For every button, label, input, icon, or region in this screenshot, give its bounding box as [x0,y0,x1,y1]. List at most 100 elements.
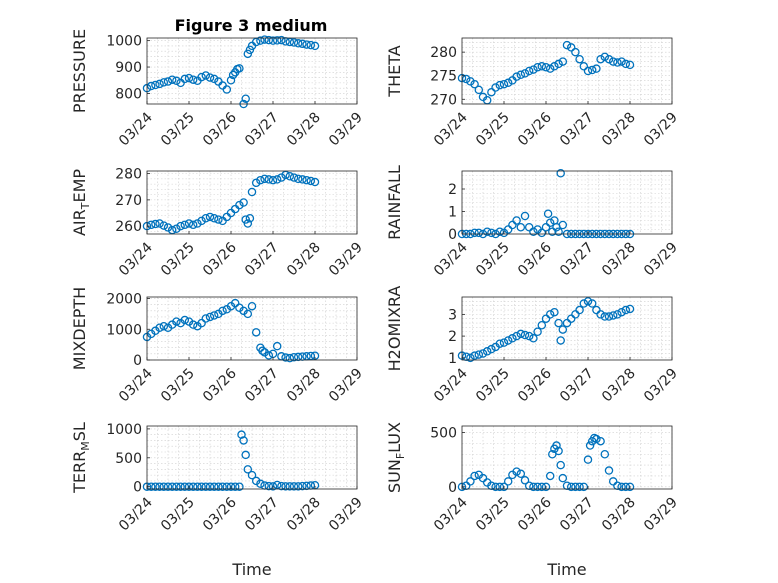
x-tick-label: 03/26 [515,239,555,279]
data-point [214,482,223,491]
x-tick-label: 03/28 [599,495,639,535]
data-point [474,350,484,359]
data-point [466,477,475,486]
data-point [172,317,181,326]
data-point [548,227,557,236]
subplot-5: 0 1000 2000 03/24 03/25 03/26 03/27 03/28 03/29 M… [70,287,366,406]
x-tick-label: 03/29 [326,495,366,535]
data-point [474,85,484,95]
x-tick-label: 03/28 [284,495,324,535]
data-point [604,312,614,321]
data-point [272,341,282,351]
data-point [167,75,177,84]
data-point [520,211,530,221]
data-point [268,175,278,185]
data-point [545,310,555,319]
data-point [550,307,559,317]
subplot-8: 0 500 03/24 03/25 03/26 03/27 03/28 03/29 SUNFLU… [385,422,681,579]
y-tick-label: 275 [430,69,457,85]
data-point [289,38,299,47]
y-axis-label: MIXDEPTH [70,287,89,370]
data-point [512,331,521,341]
data-point [592,64,601,73]
y-tick-label: 270 [115,193,142,209]
data-point [184,219,194,228]
data-point [172,482,181,491]
data-point [268,482,278,491]
data-point [556,336,565,345]
x-tick-label: 03/26 [200,494,240,534]
data-point [604,54,614,64]
data-point [285,482,295,491]
data-point [524,222,534,232]
axes-frame [146,37,358,105]
x-tick-label: 03/26 [200,239,240,279]
y-axis-label: AIRTEMP [70,169,92,236]
data-point [537,482,547,492]
data-point [503,225,513,234]
x-tick-label: 03/28 [599,240,639,280]
x-tick-label: 03/24 [431,109,471,149]
data-point [556,460,565,470]
data-point [251,178,261,188]
data-point [571,482,580,492]
x-tick-label: 03/27 [242,495,282,535]
data-point [520,330,530,340]
data-point [625,60,635,70]
x-tick-label: 03/24 [116,239,156,279]
figure-title: Figure 3 medium [175,16,328,35]
data-point [293,174,303,184]
data-point [491,482,500,492]
data-point [226,75,236,85]
data-point [256,479,265,489]
data-point [466,353,475,363]
data-point [503,477,513,486]
data-point [541,62,551,72]
data-point [205,482,215,491]
data-point [298,175,307,184]
y-tick-label: 0 [133,353,142,369]
data-point [310,177,320,187]
data-point [272,36,282,45]
data-point [558,473,568,483]
data-point [193,219,202,228]
data-point [146,81,156,91]
x-tick-label: 03/27 [242,366,282,406]
data-point [235,64,244,73]
data-point [470,79,479,89]
x-tick-label: 03/24 [431,239,471,279]
data-point [302,175,311,185]
data-point [541,222,551,232]
y-tick-label: 1000 [106,34,142,50]
data-point [583,297,593,306]
data-point [474,228,484,238]
data-point [180,220,190,230]
data-point [188,482,198,491]
data-point [508,220,517,230]
y-tick-label: 900 [115,60,142,76]
data-point [545,471,555,481]
data-point [264,35,274,45]
x-axis-label: Time [231,560,271,579]
x-tick-label: 03/28 [284,240,324,280]
data-point [264,481,274,491]
data-point [495,339,505,348]
data-point [243,309,253,319]
data-point [495,482,505,492]
data-point [495,80,505,90]
y-tick-label: 1000 [106,322,142,338]
data-point [239,198,248,207]
data-point [537,228,547,238]
data-point [545,218,555,227]
x-axis-label: Time [546,560,586,579]
subplot-7: 0 500 1000 03/24 03/25 03/26 03/27 03/28 03/29 TE… [70,422,366,579]
y-tick-label: 280 [115,167,142,183]
data-point [508,334,517,343]
x-tick-label: 03/28 [599,366,639,406]
data-point [556,168,565,178]
data-point [163,223,173,232]
data-point [277,35,286,45]
x-tick-label: 03/29 [326,110,366,150]
data-point [176,221,185,231]
data-point [184,73,194,83]
